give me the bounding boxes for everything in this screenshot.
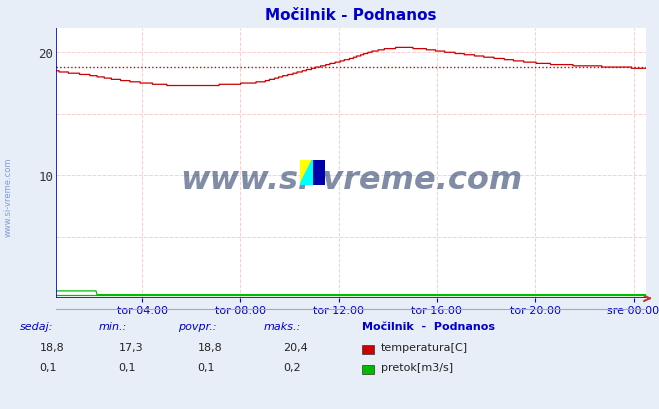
Polygon shape [300,160,312,173]
Text: povpr.:: povpr.: [178,321,216,331]
Text: www.si-vreme.com: www.si-vreme.com [180,164,522,195]
Text: temperatura[C]: temperatura[C] [381,342,468,352]
Text: 0,1: 0,1 [119,362,136,372]
Text: pretok[m3/s]: pretok[m3/s] [381,362,453,372]
Text: 20,4: 20,4 [283,342,308,352]
Text: 0,1: 0,1 [40,362,57,372]
Text: www.si-vreme.com: www.si-vreme.com [3,157,13,236]
Text: 0,1: 0,1 [198,362,215,372]
Title: Močilnik - Podnanos: Močilnik - Podnanos [265,8,437,23]
Polygon shape [300,160,312,185]
Text: 17,3: 17,3 [119,342,143,352]
Text: Močilnik  -  Podnanos: Močilnik - Podnanos [362,321,496,331]
Polygon shape [300,173,312,185]
Text: maks.:: maks.: [264,321,301,331]
Text: 0,2: 0,2 [283,362,301,372]
Text: min.:: min.: [99,321,127,331]
Text: 18,8: 18,8 [40,342,65,352]
Polygon shape [300,160,312,185]
Polygon shape [312,160,325,185]
Text: sedaj:: sedaj: [20,321,53,331]
Text: 18,8: 18,8 [198,342,223,352]
Polygon shape [300,160,325,185]
